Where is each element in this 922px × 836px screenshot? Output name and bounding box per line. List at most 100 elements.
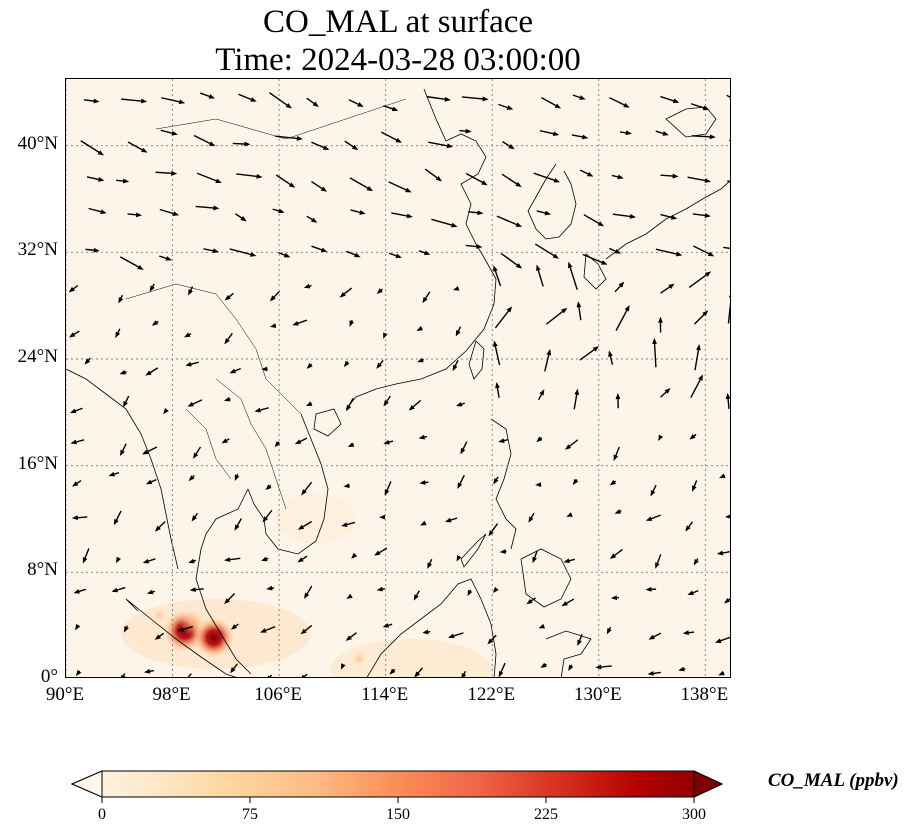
wind-vectors bbox=[68, 92, 730, 677]
wind-arrow-2 bbox=[161, 97, 186, 105]
wind-arrow-257 bbox=[260, 626, 276, 633]
colorbar-tick-label-2: 150 bbox=[386, 806, 410, 823]
wind-arrow-25 bbox=[344, 140, 359, 151]
wind-arrow-8 bbox=[383, 105, 399, 112]
wind-arrow-196 bbox=[692, 480, 698, 492]
wind-arrow-140 bbox=[608, 350, 614, 365]
wind-arrow-249 bbox=[645, 586, 657, 592]
wind-arrow-19 bbox=[127, 141, 148, 153]
wind-arrow-34 bbox=[691, 134, 716, 140]
coast-taiwan bbox=[468, 340, 485, 380]
wind-arrow-270 bbox=[75, 669, 82, 677]
wind-arrow-45 bbox=[424, 168, 442, 182]
wind-arrow-121 bbox=[576, 301, 582, 321]
wind-arrow-63 bbox=[431, 218, 458, 228]
wind-arrow-167 bbox=[274, 441, 281, 448]
wind-arrow-110 bbox=[151, 320, 159, 326]
wind-arrow-156 bbox=[537, 389, 545, 401]
wind-arrow-75 bbox=[203, 248, 220, 254]
wind-arrow-42 bbox=[311, 180, 328, 192]
lon-tick-label-3: 114°E bbox=[361, 684, 409, 705]
wind-arrow-186 bbox=[301, 481, 313, 496]
coast-luzon bbox=[490, 418, 517, 550]
wind-arrow-47 bbox=[501, 173, 522, 188]
wind-arrow-127 bbox=[119, 369, 127, 375]
wind-arrow-235 bbox=[111, 586, 126, 593]
gridlines bbox=[66, 79, 730, 677]
hotspot-3 bbox=[350, 650, 368, 668]
wind-arrow-285 bbox=[647, 671, 661, 676]
wind-arrow-5 bbox=[269, 92, 292, 109]
wind-arrow-175 bbox=[564, 439, 579, 450]
lon-tick-label-5: 130°E bbox=[573, 684, 622, 705]
wind-arrow-185 bbox=[265, 484, 272, 491]
wind-arrow-43 bbox=[349, 177, 374, 192]
wind-arrow-3 bbox=[199, 92, 216, 99]
wind-arrow-171 bbox=[418, 434, 428, 440]
wind-arrow-234 bbox=[73, 588, 87, 594]
wind-arrow-190 bbox=[457, 474, 465, 489]
wind-arrow-172 bbox=[460, 441, 468, 455]
wind-arrow-93 bbox=[188, 286, 194, 296]
wind-arrow-49 bbox=[579, 169, 594, 177]
wind-arrow-61 bbox=[350, 209, 366, 215]
wind-arrow-166 bbox=[221, 438, 230, 444]
wind-arrow-115 bbox=[349, 319, 354, 327]
wind-arrow-159 bbox=[660, 388, 671, 398]
wind-arrow-275 bbox=[267, 674, 273, 677]
colorbar-under-extension bbox=[70, 770, 103, 798]
wind-arrow-183 bbox=[188, 474, 195, 482]
wind-arrow-133 bbox=[343, 360, 350, 368]
wind-arrow-64 bbox=[468, 210, 484, 216]
wind-arrow-24 bbox=[311, 141, 330, 150]
wind-arrow-57 bbox=[195, 205, 220, 211]
wind-arrow-138 bbox=[544, 348, 552, 372]
wind-arrow-266 bbox=[606, 626, 612, 635]
wind-arrow-11 bbox=[498, 103, 514, 110]
wind-arrow-101 bbox=[493, 265, 502, 287]
wind-arrow-193 bbox=[572, 478, 579, 486]
wind-arrow-50 bbox=[611, 174, 624, 180]
wind-arrow-211 bbox=[566, 512, 573, 517]
wind-arrow-51 bbox=[660, 173, 679, 179]
wind-arrow-286 bbox=[678, 666, 686, 672]
coast-myanmar bbox=[66, 368, 179, 570]
wind-arrow-32 bbox=[619, 130, 632, 136]
wind-arrow-152 bbox=[383, 395, 391, 407]
wind-arrow-239 bbox=[266, 585, 275, 591]
wind-arrow-82 bbox=[465, 244, 483, 249]
wind-arrow-271 bbox=[121, 673, 126, 677]
wind-arrow-199 bbox=[113, 510, 122, 526]
wind-arrow-252 bbox=[75, 623, 81, 631]
wind-arrow-194 bbox=[609, 479, 617, 486]
map-canvas bbox=[66, 79, 730, 677]
wind-arrow-94 bbox=[224, 292, 234, 301]
wind-arrow-41 bbox=[275, 174, 296, 188]
wind-arrow-233 bbox=[716, 550, 730, 556]
wind-arrow-130 bbox=[229, 367, 241, 374]
wind-arrow-97 bbox=[339, 287, 353, 298]
wind-arrow-128 bbox=[145, 367, 159, 376]
coast-malay bbox=[195, 488, 252, 675]
wind-arrow-29 bbox=[502, 141, 515, 150]
wind-arrow-132 bbox=[306, 363, 313, 369]
wind-arrow-105 bbox=[660, 283, 675, 294]
wind-arrow-174 bbox=[536, 436, 543, 443]
wind-arrow-245 bbox=[492, 586, 499, 593]
wind-arrow-90 bbox=[68, 285, 79, 293]
coast-korea bbox=[527, 163, 577, 240]
wind-arrow-144 bbox=[69, 407, 83, 414]
wind-arrow-220 bbox=[223, 557, 241, 563]
coast-japan-hokkaido bbox=[665, 106, 717, 138]
wind-arrow-203 bbox=[262, 509, 273, 523]
wind-arrow-98 bbox=[376, 288, 383, 295]
wind-arrow-53 bbox=[726, 180, 730, 183]
wind-arrow-21 bbox=[193, 134, 216, 147]
wind-arrow-231 bbox=[655, 554, 662, 569]
wind-arrow-46 bbox=[465, 172, 488, 186]
wind-arrow-102 bbox=[536, 264, 544, 287]
wind-arrow-238 bbox=[224, 593, 236, 605]
wind-arrow-181 bbox=[108, 471, 120, 477]
wind-arrow-113 bbox=[269, 323, 277, 328]
wind-arrow-134 bbox=[376, 359, 384, 369]
